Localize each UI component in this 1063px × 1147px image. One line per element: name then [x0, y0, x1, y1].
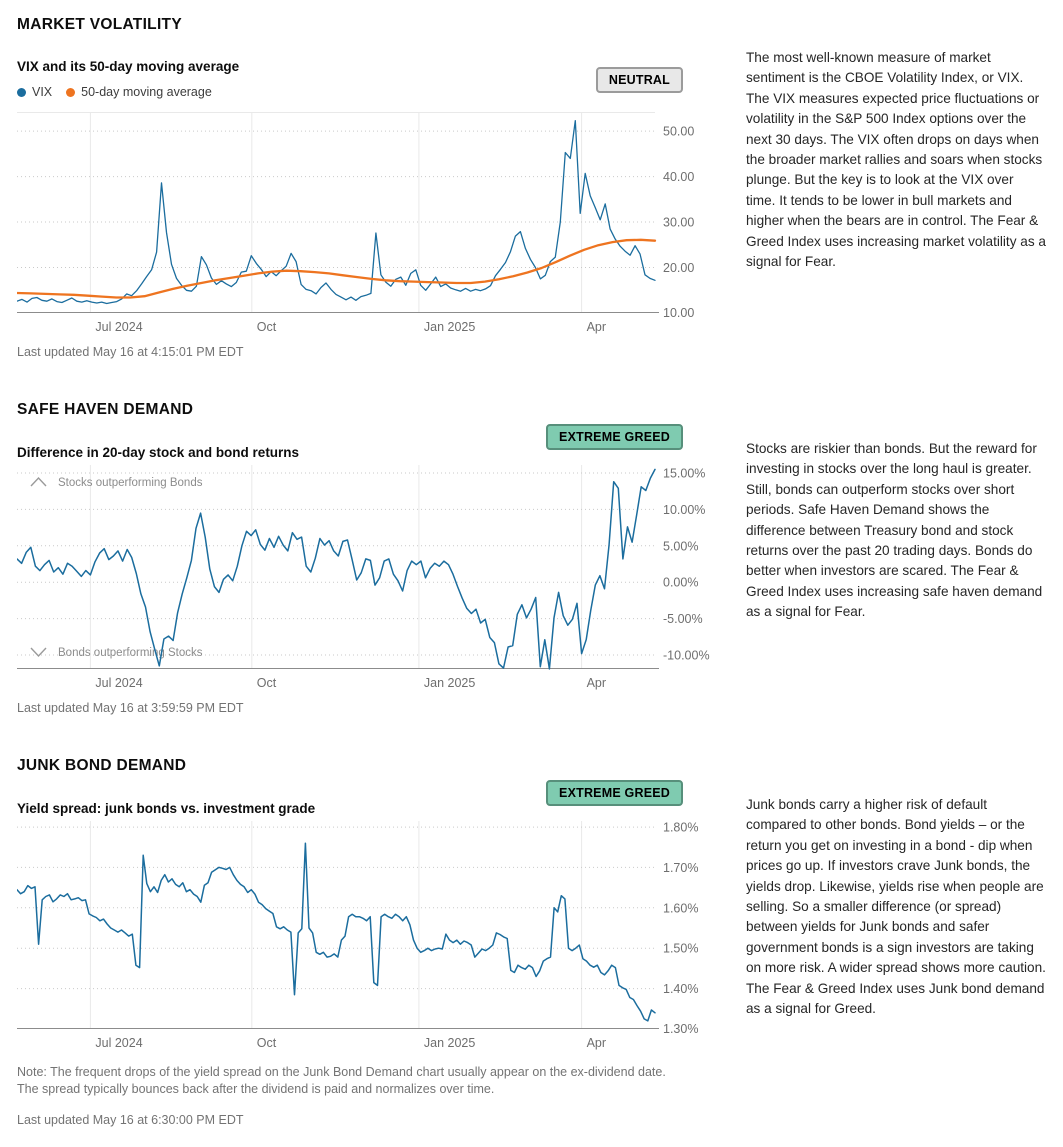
safe-haven-chart: Jul 2024 Oct Jan 2025 Apr 15.00% 10.00% 5.00% 0…: [17, 465, 710, 690]
svg-text:1.50%: 1.50%: [663, 942, 698, 956]
svg-text:-10.00%: -10.00%: [663, 649, 710, 663]
svg-text:Apr: Apr: [587, 676, 606, 690]
svg-text:Oct: Oct: [257, 676, 277, 690]
vix-series-swatch: [17, 87, 26, 97]
svg-text:20.00: 20.00: [663, 261, 694, 275]
chart-legend: VIX 50-day moving average: [17, 85, 717, 99]
svg-text:Jan 2025: Jan 2025: [424, 1036, 475, 1050]
rating-badge: EXTREME GREED: [546, 780, 683, 806]
svg-text:1.30%: 1.30%: [663, 1022, 698, 1036]
svg-text:5.00%: 5.00%: [663, 539, 698, 553]
chart-subtitle: VIX and its 50-day moving average: [17, 59, 240, 74]
rating-badge: EXTREME GREED: [546, 424, 683, 450]
junk-bond-chart: Jul 2024 Oct Jan 2025 Apr 1.80% 1.70% 1.60% 1.5…: [17, 821, 698, 1050]
chart-subtitle: Difference in 20-day stock and bond retu…: [17, 445, 300, 460]
svg-text:10.00%: 10.00%: [663, 503, 705, 517]
indicator-description: Stocks are riskier than bonds. But the r…: [746, 441, 1043, 620]
vix-chart: Jul 2024 Oct Jan 2025 Apr 50.00 40.00 30.00 20.…: [17, 112, 694, 334]
moving-average-series-swatch: [66, 87, 76, 97]
svg-text:Jul 2024: Jul 2024: [95, 676, 142, 690]
last-updated: Last updated May 16 at 3:59:59 PM EDT: [17, 701, 244, 715]
svg-text:Oct: Oct: [257, 320, 277, 334]
svg-text:10.00: 10.00: [663, 306, 694, 320]
junk-bond-chart-column: JUNK BOND DEMAND Yield spread: junk bond…: [17, 757, 717, 1127]
svg-text:1.80%: 1.80%: [663, 821, 698, 835]
svg-text:1.40%: 1.40%: [663, 982, 698, 996]
legend-item-vix: VIX: [17, 85, 52, 99]
svg-text:30.00: 30.00: [663, 216, 694, 230]
svg-text:1.60%: 1.60%: [663, 901, 698, 915]
svg-text:Jan 2025: Jan 2025: [424, 676, 475, 690]
chart-note: Note: The frequent drops of the yield sp…: [17, 1065, 666, 1096]
svg-text:Apr: Apr: [587, 1036, 606, 1050]
chart-subtitle: Yield spread: junk bonds vs. investment …: [17, 801, 316, 816]
safe-haven-chart-column: SAFE HAVEN DEMAND Difference in 20-day s…: [17, 401, 717, 715]
legend-label: VIX: [32, 85, 53, 99]
chart-subhead: Difference in 20-day stock and bond retu…: [17, 424, 717, 460]
svg-text:Bonds outperforming Stocks: Bonds outperforming Stocks: [58, 647, 203, 659]
svg-text:Jul 2024: Jul 2024: [95, 320, 142, 334]
market-volatility-chart-column: MARKET VOLATILITY VIX and its 50-day mov…: [17, 16, 717, 359]
section-title: JUNK BOND DEMAND: [17, 757, 187, 774]
chart-subhead: VIX and its 50-day moving average NEUTRA…: [17, 59, 717, 93]
legend-item-moving-average: 50-day moving average: [66, 85, 212, 99]
section-title: MARKET VOLATILITY: [17, 16, 182, 33]
section-title: SAFE HAVEN DEMAND: [17, 401, 194, 418]
rating-badge: NEUTRAL: [595, 67, 683, 93]
section-safe-haven-demand: SAFE HAVEN DEMAND Difference in 20-day s…: [17, 401, 1063, 715]
section-junk-bond-demand: JUNK BOND DEMAND Yield spread: junk bond…: [17, 757, 1063, 1127]
svg-text:1.70%: 1.70%: [663, 861, 698, 875]
indicator-description: The most well-known measure of market se…: [746, 50, 1046, 270]
last-updated: Last updated May 16 at 6:30:00 PM EDT: [17, 1113, 244, 1127]
svg-text:50.00: 50.00: [663, 125, 694, 139]
svg-text:Jan 2025: Jan 2025: [424, 320, 475, 334]
last-updated: Last updated May 16 at 4:15:01 PM EDT: [17, 345, 244, 359]
chart-subhead: Yield spread: junk bonds vs. investment …: [17, 780, 717, 816]
svg-text:Oct: Oct: [257, 1036, 277, 1050]
legend-label: 50-day moving average: [81, 85, 212, 99]
svg-text:Stocks outperforming Bonds: Stocks outperforming Bonds: [58, 477, 203, 489]
svg-text:-5.00%: -5.00%: [663, 612, 703, 626]
indicator-description: Junk bonds carry a higher risk of defaul…: [746, 797, 1046, 1017]
svg-text:0.00%: 0.00%: [663, 576, 698, 590]
section-market-volatility: MARKET VOLATILITY VIX and its 50-day mov…: [17, 16, 1063, 359]
svg-text:15.00%: 15.00%: [663, 467, 705, 481]
svg-text:40.00: 40.00: [663, 170, 694, 184]
svg-text:Apr: Apr: [587, 320, 606, 334]
svg-text:Jul 2024: Jul 2024: [95, 1036, 142, 1050]
